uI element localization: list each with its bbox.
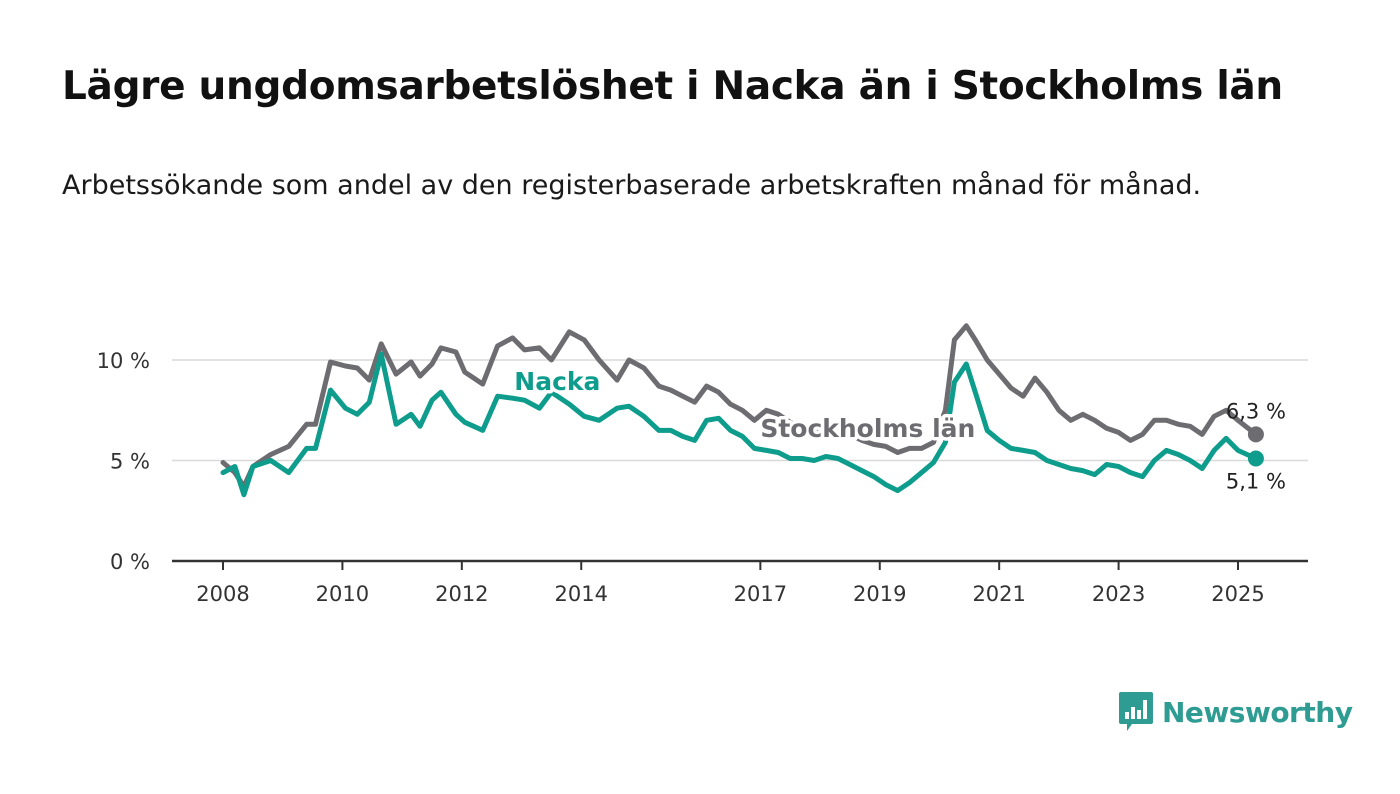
chart-subtitle: Arbetssökande som andel av den registerb… [62, 170, 1202, 201]
end-value-label-stockholms-lan: 6,3 % [1226, 399, 1286, 423]
x-tick-label: 2021 [972, 582, 1025, 606]
newsworthy-logo-icon [1119, 692, 1153, 731]
series-line-nacka [220, 351, 1259, 498]
y-tick-label: 0 % [110, 550, 150, 574]
chart-title: Lägre ungdomsarbetslöshet i Nacka än i S… [62, 64, 1283, 109]
end-value-label-nacka: 5,1 % [1226, 469, 1286, 493]
brand-logo: Newsworthy [1118, 690, 1353, 734]
series-label-nacka: Nacka [514, 367, 600, 396]
y-tick-label: 10 % [97, 349, 150, 373]
series-label-stockholms-l-n: Stockholms län [760, 414, 975, 443]
series-line-stockholms-l-n [220, 323, 1259, 490]
x-tick-label: 2008 [196, 582, 249, 606]
end-point-nacka [1247, 450, 1264, 467]
x-tick-label: 2014 [555, 582, 608, 606]
end-point-stockholms-l-n [1247, 426, 1264, 443]
x-tick-label: 2010 [316, 582, 369, 606]
x-tick-label: 2023 [1092, 582, 1145, 606]
grid-layer [172, 359, 1308, 570]
series-layer [220, 323, 1264, 498]
x-tick-label: 2012 [435, 582, 488, 606]
y-tick-label: 5 % [110, 450, 150, 474]
label-layer: 0 % 5 % 10 % 2008 2010 2012 2014 2017 2019 2021 20… [97, 349, 1286, 606]
x-tick-label: 2025 [1211, 582, 1264, 606]
x-tick-label: 2019 [853, 582, 906, 606]
brand-name: Newsworthy [1162, 695, 1353, 729]
x-tick-label: 2017 [734, 582, 787, 606]
